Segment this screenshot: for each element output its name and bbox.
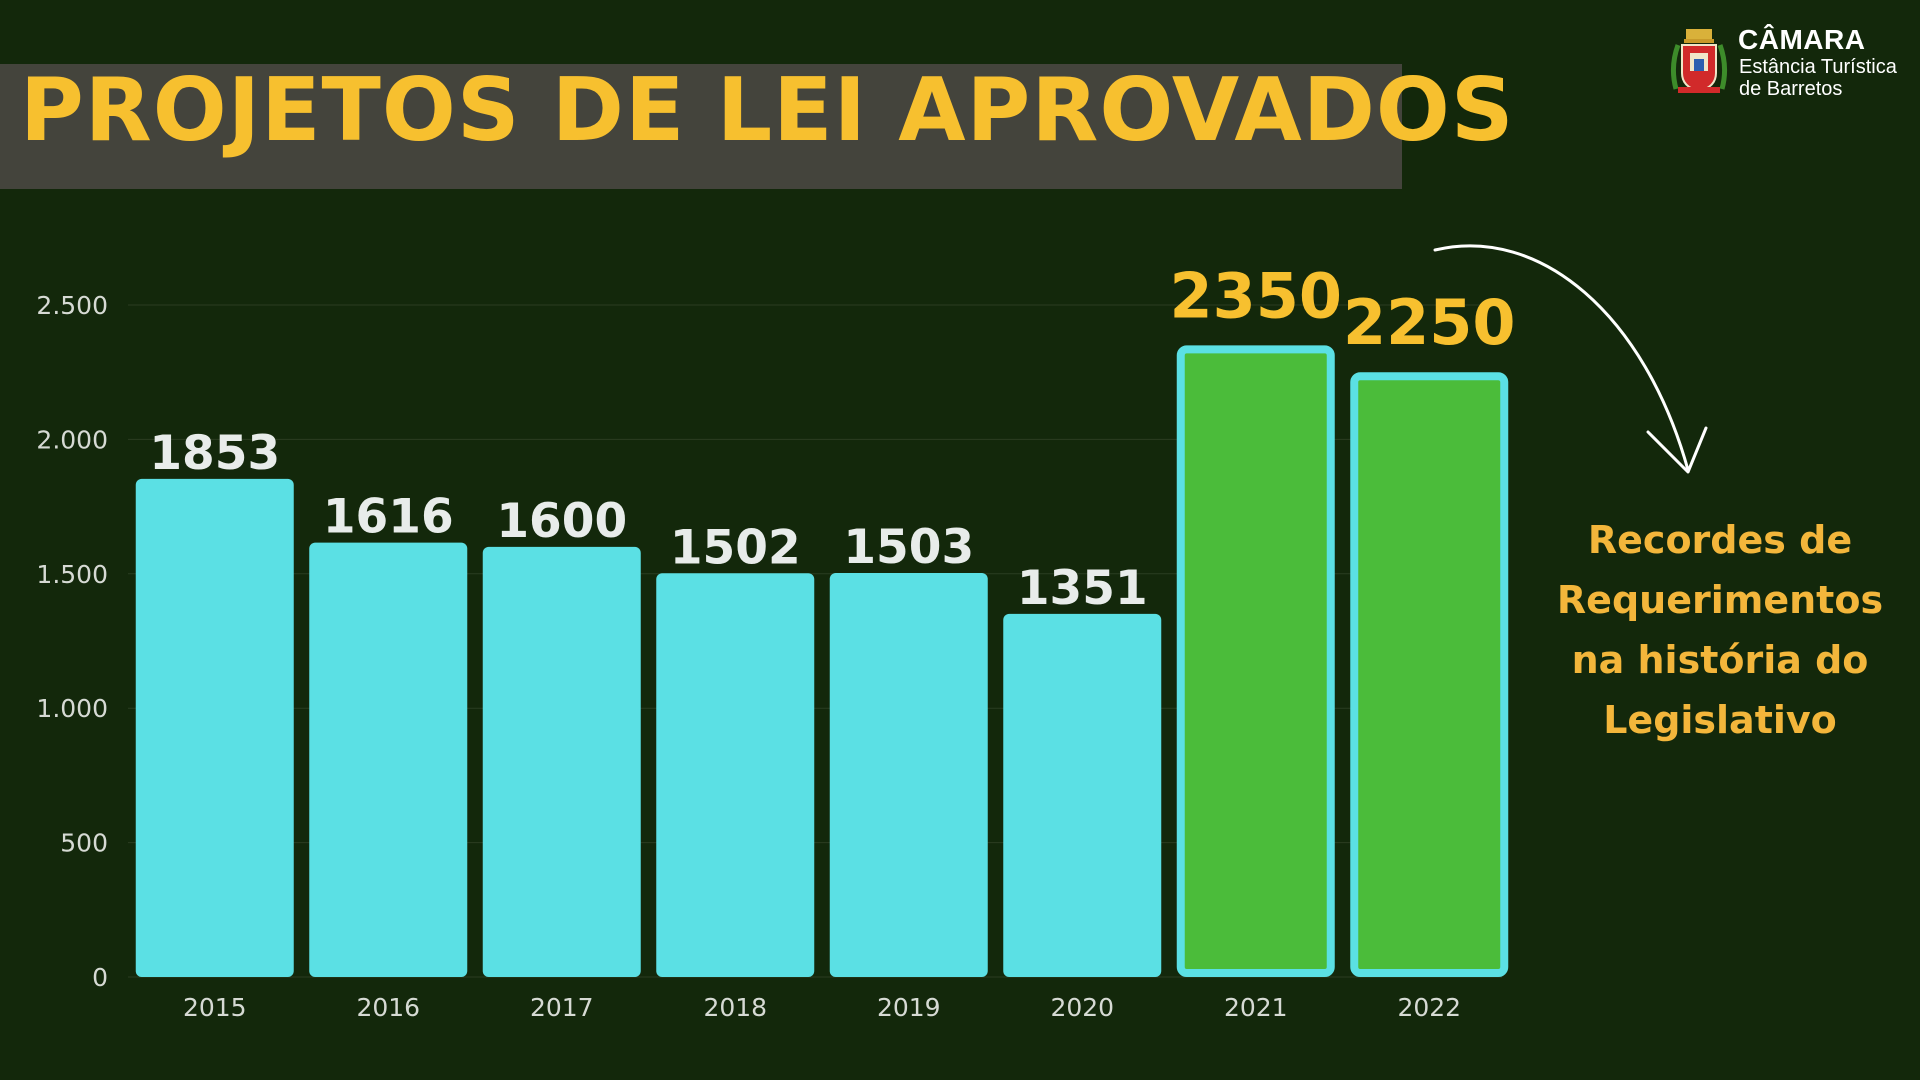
annotation-line-3: na história do: [1571, 638, 1869, 682]
record-annotation: Recordes de Requerimentos na história do…: [1530, 510, 1910, 750]
value-label-2018: 1502: [670, 520, 801, 575]
x-tick-label-2021: 2021: [1224, 993, 1288, 1022]
coat-of-arms-icon: [1670, 29, 1728, 93]
y-tick-label: 0: [92, 963, 108, 992]
y-tick-label: 1.000: [36, 694, 108, 723]
x-axis-tick-labels: 2015 2016 2017 2018 2019 2020 2021 2022: [183, 993, 1461, 1022]
title-band: [0, 64, 1402, 189]
logo-subtitle-line-1: Estância Turística: [1739, 56, 1897, 78]
bar-2018: [656, 573, 815, 977]
value-label-2021: 2350: [1169, 259, 1342, 332]
y-tick-label: 2.000: [36, 425, 108, 454]
x-tick-label-2017: 2017: [530, 993, 594, 1022]
value-label-2019: 1503: [843, 520, 974, 575]
y-tick-label: 500: [60, 829, 108, 858]
bars: [135, 345, 1509, 977]
chart-title: PROJETOS DE LEI APROVADOS: [20, 59, 1515, 161]
value-label-2016: 1616: [323, 490, 454, 545]
curved-arrow-icon: [1433, 244, 1708, 474]
value-label-2022: 2250: [1343, 286, 1516, 359]
x-tick-label-2015: 2015: [183, 993, 247, 1022]
x-tick-label-2016: 2016: [356, 993, 420, 1022]
camara-logo: CÂMARA Estância Turística de Barretos: [1668, 24, 1908, 104]
annotation-line-1: Recordes de: [1587, 518, 1853, 562]
x-tick-label-2019: 2019: [877, 993, 941, 1022]
bar-2020: [1003, 613, 1162, 977]
y-tick-label: 2.500: [36, 291, 108, 320]
value-label-2015: 1853: [149, 426, 280, 481]
y-axis-tick-labels: 0 500 1.000 1.500 2.000 2.500: [36, 291, 108, 992]
x-tick-label-2018: 2018: [703, 993, 767, 1022]
annotation-line-4: Legislativo: [1603, 698, 1837, 742]
value-label-2020: 1351: [1017, 561, 1148, 616]
annotation-line-2: Requerimentos: [1556, 578, 1884, 622]
bar-2016: [309, 542, 468, 977]
bar-2019: [829, 572, 988, 977]
bar-2017: [482, 546, 641, 977]
logo-subtitle-line-2: de Barretos: [1739, 78, 1843, 100]
y-tick-label: 1.500: [36, 560, 108, 589]
value-label-2017: 1600: [496, 494, 627, 549]
x-tick-label-2020: 2020: [1050, 993, 1114, 1022]
value-labels: 1853 1616 1600 1502 1503 1351 2350 2250: [149, 259, 1515, 616]
bar-2022: [1350, 372, 1509, 977]
bar-2021: [1176, 345, 1335, 977]
x-tick-label-2022: 2022: [1397, 993, 1461, 1022]
logo-name: CÂMARA: [1738, 24, 1866, 55]
bar-2015: [135, 478, 294, 977]
